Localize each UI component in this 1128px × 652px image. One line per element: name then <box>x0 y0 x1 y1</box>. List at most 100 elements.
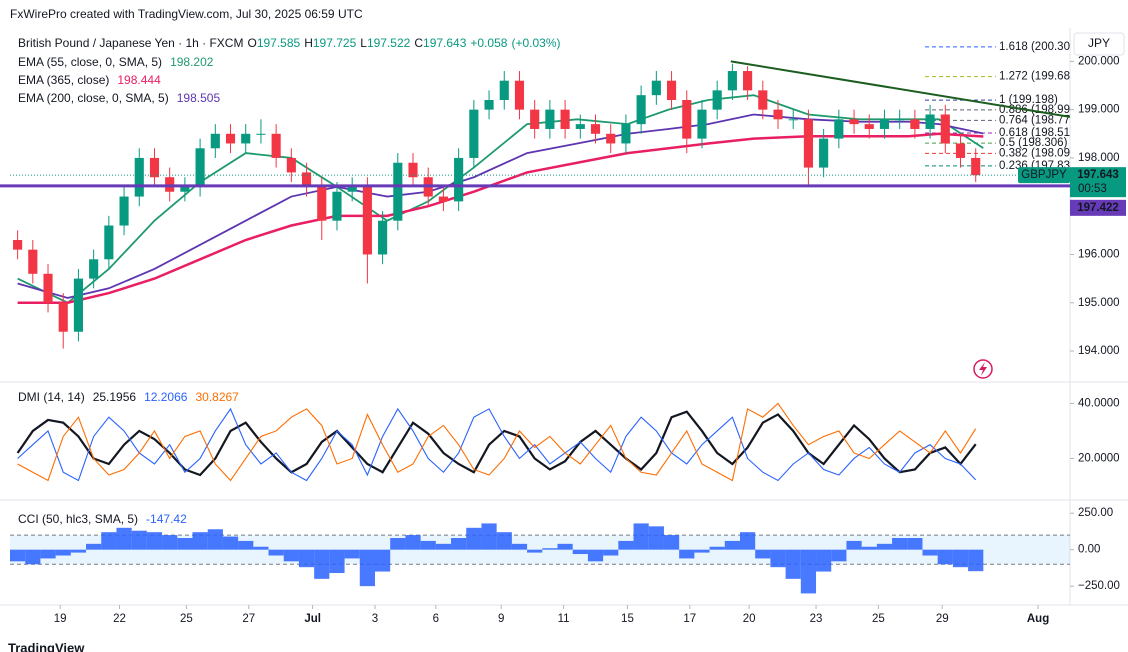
legend-item: 198.505 <box>177 91 221 105</box>
cci-bar <box>527 549 543 553</box>
cci-bar <box>390 538 406 550</box>
cci-bar <box>511 543 528 550</box>
cci-bar <box>633 523 649 550</box>
legend-item: 198.444 <box>117 73 161 87</box>
cci-bar <box>724 540 740 550</box>
cci-bar <box>892 538 908 550</box>
y-tick-label: 0.00 <box>1078 544 1100 556</box>
candle-body <box>149 157 160 178</box>
candle-body <box>210 133 220 149</box>
candle-body <box>241 133 251 144</box>
price-plot: 1.618 (200.300) 1.272 (199.683) 1 (199.198… <box>13 41 1080 349</box>
hline-tag-label: 197.422 <box>1077 202 1119 214</box>
cci-bar <box>25 549 41 565</box>
legend-item: CCI (50, hlc3, SMA, 5) <box>18 512 138 526</box>
cci-bar <box>952 549 969 568</box>
cci-bar <box>603 549 619 556</box>
legend-item: 30.8267 <box>195 390 239 404</box>
fib-label: 1.272 (199.683) <box>999 71 1080 83</box>
cci-bar <box>238 540 254 550</box>
legend: DMI (14, 14) 25.1956 12.2066 30.8267 <box>18 390 239 404</box>
candle-body <box>499 80 509 100</box>
cci-bar <box>618 540 634 550</box>
cci-bar <box>922 549 938 556</box>
candle-body <box>621 124 631 144</box>
cci-bar <box>861 546 877 550</box>
cci-bar <box>70 549 87 553</box>
cci-bar <box>937 549 953 565</box>
candle-body <box>606 133 616 144</box>
legend-item: 12.2066 <box>144 390 188 404</box>
y-tick-label: 250.00 <box>1078 507 1113 519</box>
x-tick-label: 11 <box>558 613 570 625</box>
footer-logo: TradingView <box>8 640 85 652</box>
cci-bar <box>131 530 147 550</box>
cci-bar <box>253 546 269 550</box>
price-tag <box>1070 167 1126 198</box>
candle-body <box>590 124 601 134</box>
legend: EMA (55, close, 0, SMA, 5) 198.202 <box>18 55 214 69</box>
candle-body <box>819 138 829 168</box>
candle-body <box>545 109 555 129</box>
y-tick-label: 194.000 <box>1078 345 1120 357</box>
symbol-tag-label: GBPJPY <box>1021 169 1067 181</box>
cci-bar <box>739 532 756 550</box>
candle-body <box>119 196 129 226</box>
indicator-line <box>17 402 977 482</box>
cci-bar <box>816 549 832 572</box>
symbol-tag <box>1018 167 1070 184</box>
y-tick-label: 195.000 <box>1078 297 1120 309</box>
x-tick-label: 22 <box>113 613 126 625</box>
fib-label: 0.382 (198.095) <box>999 147 1080 159</box>
y-tick-label: 198.000 <box>1078 152 1120 164</box>
x-tick-label: 23 <box>810 613 823 625</box>
candle-body <box>697 109 707 139</box>
legend-item: EMA (55, close, 0, SMA, 5) <box>18 55 162 69</box>
candle-body <box>301 172 312 187</box>
candle-body <box>58 302 68 332</box>
fib-label: 0.618 (198.517) <box>999 127 1080 139</box>
cci-bar <box>755 549 771 559</box>
cci-bar <box>466 527 482 550</box>
cci-bar <box>587 549 604 562</box>
candle-body <box>651 80 661 96</box>
candle-body <box>636 95 646 125</box>
candle-body <box>408 162 418 178</box>
candle-body <box>484 100 494 110</box>
legend-item: 197.522 <box>367 36 411 50</box>
alert-icon[interactable] <box>973 359 993 379</box>
cci-bar <box>770 549 786 568</box>
cci-bar <box>420 540 436 550</box>
hline-tag <box>1070 199 1126 216</box>
cci-bar <box>55 549 71 556</box>
cci-bar <box>146 532 163 550</box>
candle-body <box>89 259 99 279</box>
cci-bar <box>162 535 178 550</box>
candle-body <box>940 114 950 144</box>
legend-item: EMA (365, close) <box>18 73 109 87</box>
candle-body <box>180 186 190 192</box>
cci-bar <box>10 549 26 562</box>
legend-item: H <box>304 36 313 50</box>
cci-bar <box>359 549 375 587</box>
candle-body <box>393 162 403 221</box>
candle-body <box>879 119 890 129</box>
legend-item: C <box>414 36 423 50</box>
candle-body <box>362 186 372 255</box>
cci-bar <box>101 532 117 550</box>
candle-body <box>834 119 844 139</box>
y-tick-label: 20.0000 <box>1078 453 1120 465</box>
currency-box[interactable] <box>1073 32 1125 56</box>
candle-body <box>454 157 464 202</box>
candle-body <box>286 157 296 173</box>
candle-body <box>666 80 677 100</box>
legend-item: 198.202 <box>170 55 214 69</box>
currency[interactable]: JPY <box>1088 36 1110 50</box>
cci-bar <box>481 523 497 550</box>
cci-bar <box>86 543 102 550</box>
cci-bar <box>268 549 284 556</box>
x-tick-label: 20 <box>743 613 756 625</box>
legend-item: EMA (200, close, 0, SMA, 5) <box>18 91 169 105</box>
candle-body <box>225 133 236 144</box>
